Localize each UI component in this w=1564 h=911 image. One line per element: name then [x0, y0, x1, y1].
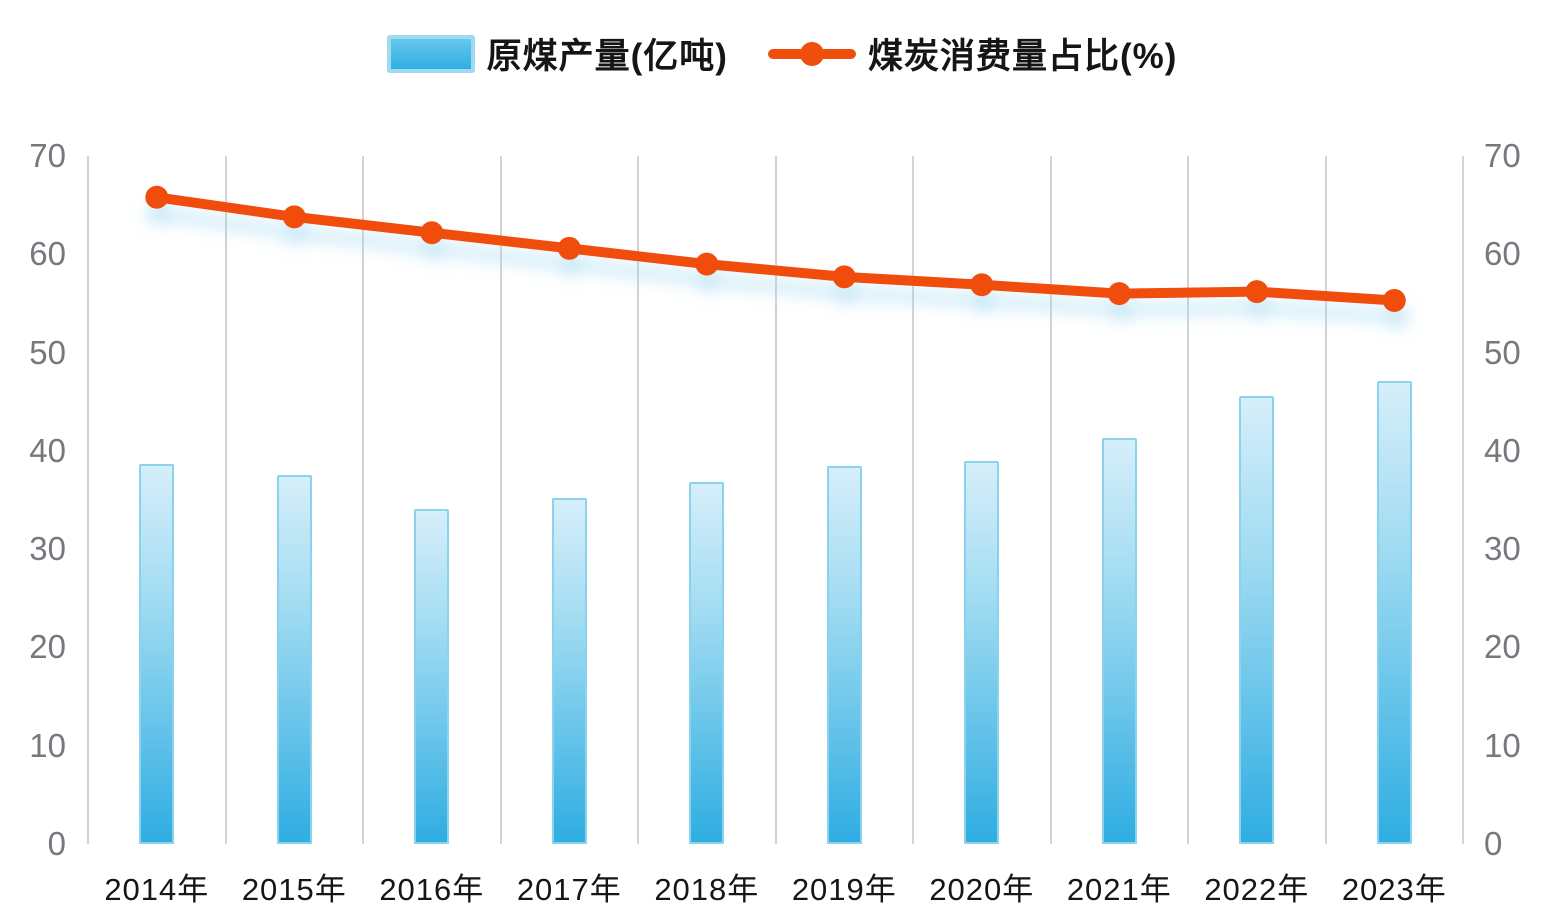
gridline [912, 156, 914, 844]
line-point-2018年 [695, 252, 719, 276]
y-axis-right-tick-70: 70 [1484, 137, 1521, 174]
legend-item-raw-coal-production: 原煤产量(亿吨) [386, 28, 728, 79]
legend-label-raw-coal-production: 原煤产量(亿吨) [486, 37, 728, 76]
gridline [1049, 156, 1052, 844]
y-axis-left-tick-30: 30 [29, 530, 66, 568]
line-point-2016年 [420, 221, 444, 245]
x-axis-label-2017年: 2017年 [516, 872, 622, 907]
bar-2018年 [689, 482, 725, 844]
y-axis-right-tick-20: 20 [1484, 628, 1521, 666]
gridline [87, 156, 89, 844]
y-axis-left-tick-60: 60 [29, 235, 66, 273]
y-axis-left-tick-40: 40 [29, 431, 66, 469]
gridline [774, 156, 777, 844]
x-axis-label-2021年: 2021年 [1066, 872, 1172, 907]
bar-2017年 [551, 498, 587, 844]
line-point-2015年 [282, 205, 306, 229]
consumption-share-line [145, 185, 1406, 312]
gridline [637, 156, 639, 844]
bar-series-swatch-icon [386, 34, 475, 73]
line-point-2017年 [557, 236, 581, 260]
y-axis-left-tick-0: 0 [47, 825, 66, 862]
y-axis-left-tick-20: 20 [29, 628, 66, 666]
x-axis-label-2022年: 2022年 [1204, 872, 1310, 907]
y-axis-right-tick-40: 40 [1484, 431, 1521, 469]
line-point-2019年 [832, 265, 856, 289]
bar-2015年 [276, 475, 312, 844]
line-series-marker-icon [767, 41, 856, 66]
gridline [499, 156, 502, 844]
y-axis-right-tick-30: 30 [1484, 530, 1521, 568]
gridline [1462, 156, 1464, 844]
y-axis-left-tick-50: 50 [29, 333, 66, 371]
y-axis-right-tick-60: 60 [1484, 235, 1521, 273]
x-axis-label-2019年: 2019年 [791, 872, 897, 907]
bar-2014年 [139, 463, 175, 844]
line-point-2022年 [1245, 280, 1269, 304]
y-axis-right-tick-50: 50 [1484, 333, 1521, 371]
x-axis-label-2018年: 2018年 [654, 872, 760, 907]
line-point-2020年 [970, 273, 994, 297]
y-axis-right-tick-0: 0 [1484, 825, 1503, 862]
gridline [224, 156, 227, 844]
bar-2016年 [414, 508, 450, 844]
y-axis-left-tick-10: 10 [29, 726, 66, 764]
bar-2021年 [1101, 438, 1137, 844]
x-axis-label-2015年: 2015年 [241, 872, 347, 907]
line-point-2021年 [1107, 282, 1131, 306]
legend-label-coal-consumption-share: 煤炭消费量占比(%) [867, 37, 1178, 76]
y-axis-left-tick-70: 70 [29, 137, 66, 174]
x-axis-label-2016年: 2016年 [379, 872, 485, 907]
x-axis-label-2014年: 2014年 [104, 872, 210, 907]
x-axis-label-2020年: 2020年 [929, 872, 1035, 907]
plot-area [87, 156, 1464, 844]
legend: 原煤产量(亿吨) 煤炭消费量占比(%) [0, 28, 1564, 79]
y-axis-right-tick-10: 10 [1484, 726, 1521, 764]
gridline [1324, 156, 1327, 844]
gridline [1187, 156, 1189, 844]
line-point-2014年 [145, 185, 169, 209]
line-point-2023年 [1382, 289, 1406, 312]
gridline [362, 156, 364, 844]
bar-2023年 [1376, 381, 1412, 844]
line-path [151, 192, 1400, 306]
bar-2019年 [826, 465, 862, 844]
bar-2020年 [964, 460, 1000, 844]
legend-item-coal-consumption-share: 煤炭消费量占比(%) [767, 28, 1178, 79]
x-axis-label-2023年: 2023年 [1341, 872, 1447, 907]
bar-2022年 [1239, 395, 1275, 844]
